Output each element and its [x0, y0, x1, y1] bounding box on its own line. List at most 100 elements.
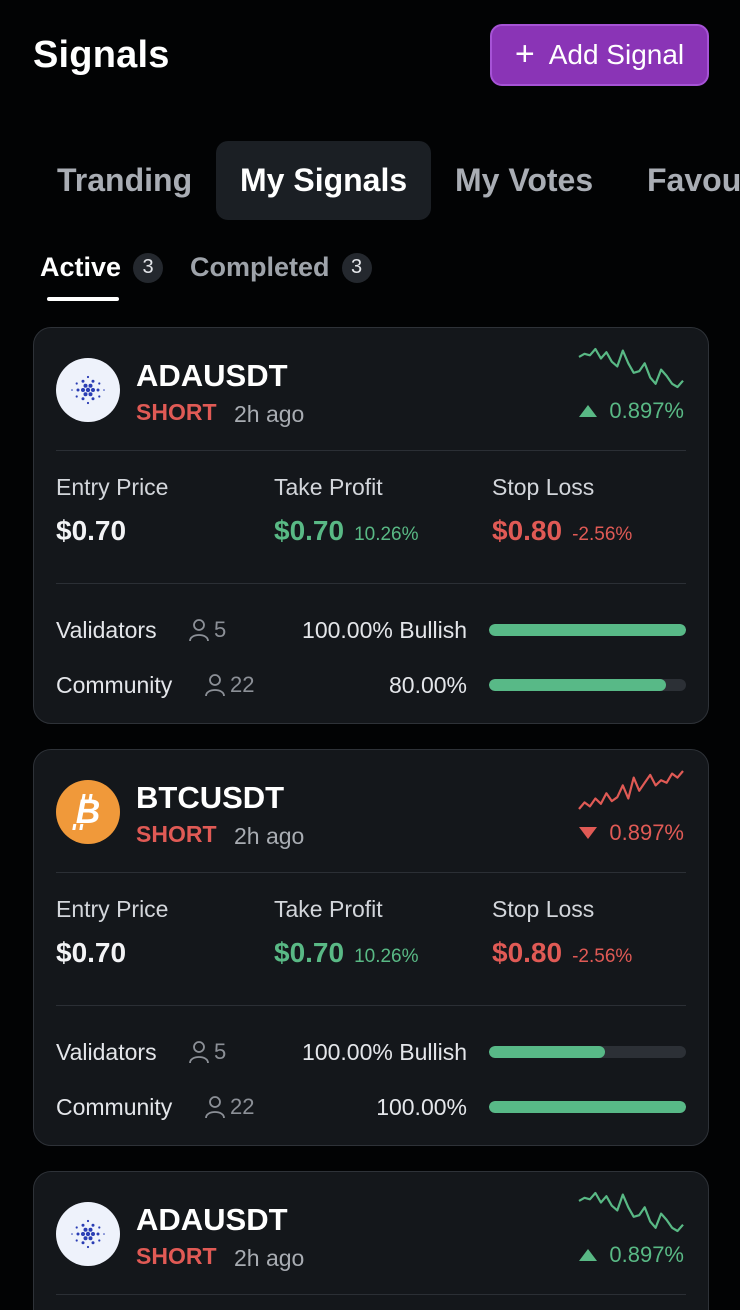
plus-icon: + [514, 34, 535, 73]
divider [56, 450, 686, 451]
validators-bar [489, 624, 686, 636]
community-row: Community 22 100.00% [56, 1094, 686, 1124]
price-change: 0.897% [579, 398, 684, 424]
community-bar [489, 679, 686, 691]
validators-count-value: 5 [214, 1039, 227, 1064]
validators-label: Validators [56, 1039, 157, 1065]
take-profit: Take Profit $0.70 10.26% [274, 896, 419, 969]
add-signal-label: Add Signal [548, 39, 685, 70]
signal-card[interactable]: B BTCUSDT SHORT 2h ago 0.897% Entry Pric… [33, 749, 709, 1146]
validators-pct: 100.00% Bullish [302, 1039, 467, 1065]
stop-loss: Stop Loss $0.80 -2.56% [492, 896, 632, 969]
stop-loss-label: Stop Loss [492, 896, 595, 922]
header: Signals + Add Signal [0, 0, 740, 112]
validators-row: Validators 5 100.00% Bullish [56, 1039, 686, 1069]
stop-loss: Stop Loss $0.80 -2.56% [492, 474, 632, 547]
entry-price-label: Entry Price [56, 474, 169, 500]
price-change-value: 0.897% [609, 1242, 684, 1267]
entry-price-value: $0.70 [56, 515, 127, 546]
side-badge: SHORT [136, 1243, 217, 1269]
svg-text:B: B [76, 793, 101, 831]
community-label: Community [56, 672, 173, 698]
signal-card[interactable]: ADAUSDT SHORT 2h ago 0.897% [33, 1171, 709, 1310]
divider [56, 583, 686, 584]
price-change: 0.897% [579, 820, 684, 846]
validators-row: Validators 5 100.00% Bullish [56, 617, 686, 647]
divider [56, 1005, 686, 1006]
community-row: Community 22 80.00% [56, 672, 686, 702]
price-change-value: 0.897% [609, 820, 684, 845]
entry-price-value: $0.70 [56, 937, 127, 968]
take-profit-pct: 10.26% [354, 946, 419, 967]
user-icon [205, 1096, 225, 1119]
validators-count: 5 [188, 617, 226, 643]
take-profit-label: Take Profit [274, 896, 383, 922]
community-pct: 80.00% [388, 672, 467, 698]
validators-pct: 100.00% Bullish [302, 617, 467, 643]
active-subtab-underline [47, 297, 119, 301]
price-change: 0.897% [579, 1242, 684, 1268]
stop-loss-value: $0.80 [492, 515, 563, 546]
pair-name: ADAUSDT [136, 1202, 288, 1237]
take-profit: Take Profit $0.70 10.26% [274, 474, 419, 547]
take-profit-label: Take Profit [274, 474, 383, 500]
stop-loss-label: Stop Loss [492, 474, 595, 500]
community-bar-fill [489, 679, 667, 691]
tab-favourites[interactable]: Favou [647, 162, 740, 198]
pair-name: ADAUSDT [136, 358, 288, 393]
tab-my-signals[interactable]: My Signals [216, 141, 431, 220]
bitcoin-icon: B [56, 780, 120, 844]
user-icon [189, 619, 209, 642]
tab-tranding[interactable]: Tranding [57, 162, 193, 198]
signal-time: 2h ago [234, 823, 305, 849]
validators-bar-fill [489, 624, 686, 636]
cardano-icon [56, 358, 120, 422]
main-tabs: Tranding My Signals My Votes Favou [0, 141, 740, 221]
stop-loss-value: $0.80 [492, 937, 563, 968]
take-profit-pct: 10.26% [354, 524, 419, 545]
entry-price-label: Entry Price [56, 896, 169, 922]
side-badge: SHORT [136, 821, 217, 847]
add-signal-button[interactable]: + Add Signal [490, 24, 709, 86]
sparkline [578, 347, 684, 389]
entry-price: Entry Price $0.70 [56, 474, 168, 547]
community-count: 22 [204, 1094, 254, 1120]
user-icon [189, 1041, 209, 1064]
subtab-active[interactable]: Active 3 [40, 252, 164, 283]
cardano-icon [56, 1202, 120, 1266]
price-change-value: 0.897% [609, 398, 684, 423]
take-profit-value: $0.70 [274, 515, 345, 546]
community-bar-fill [489, 1101, 686, 1113]
triangle-down-icon [579, 827, 598, 839]
subtab-active-count: 3 [133, 252, 164, 283]
validators-label: Validators [56, 617, 157, 643]
subtab-completed[interactable]: Completed 3 [190, 252, 372, 283]
validators-count: 5 [188, 1039, 226, 1065]
community-count: 22 [204, 672, 254, 698]
tab-my-votes[interactable]: My Votes [455, 162, 594, 198]
community-pct: 100.00% [376, 1094, 467, 1120]
community-label: Community [56, 1094, 173, 1120]
signal-card[interactable]: ADAUSDT SHORT 2h ago 0.897% Entry Price … [33, 327, 709, 724]
validators-bar [489, 1046, 686, 1058]
triangle-up-icon [579, 405, 598, 417]
user-icon [205, 674, 225, 697]
stop-loss-pct: -2.56% [572, 524, 633, 545]
community-count-value: 22 [230, 672, 255, 697]
subtab-active-label: Active [40, 252, 122, 282]
signal-time: 2h ago [234, 401, 305, 427]
side-badge: SHORT [136, 399, 217, 425]
triangle-up-icon [579, 1249, 598, 1261]
sparkline [578, 1191, 684, 1233]
page-title: Signals [33, 34, 170, 76]
subtab-completed-count: 3 [341, 252, 372, 283]
community-count-value: 22 [230, 1094, 255, 1119]
community-bar [489, 1101, 686, 1113]
stop-loss-pct: -2.56% [572, 946, 633, 967]
divider [56, 872, 686, 873]
validators-bar-fill [489, 1046, 606, 1058]
divider [56, 1294, 686, 1295]
validators-count-value: 5 [214, 617, 227, 642]
take-profit-value: $0.70 [274, 937, 345, 968]
pair-name: BTCUSDT [136, 780, 285, 815]
